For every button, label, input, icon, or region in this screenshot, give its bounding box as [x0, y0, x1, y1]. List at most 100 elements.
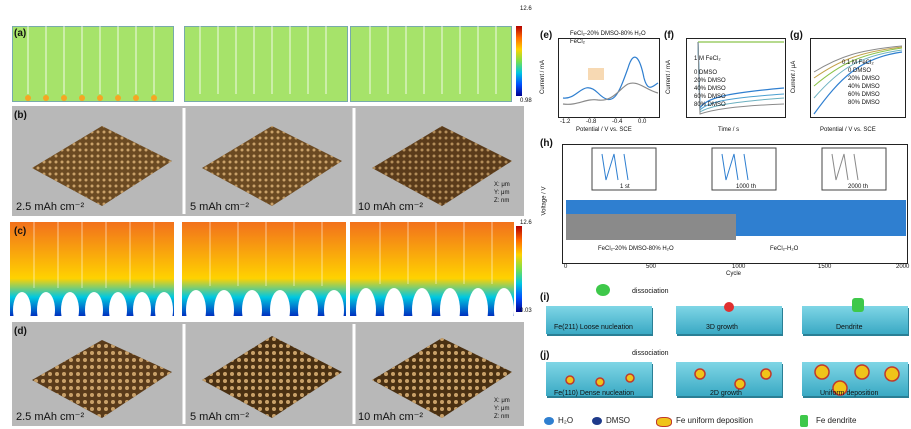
- panel-g-ylabel: Current / μA: [791, 60, 798, 94]
- panel-f-letter: (f): [664, 30, 674, 41]
- panel-h-legend-2: FeCl₂-H₂O: [770, 246, 799, 252]
- panel-h-xtick-3: 1000: [732, 264, 746, 270]
- panel-d-axis-z: Z: nm: [494, 414, 510, 420]
- panel-b-axis-y: Y: μm: [494, 190, 510, 196]
- h2o-molecule-icon: [544, 417, 554, 425]
- panel-b-axis-z: Z: nm: [494, 198, 510, 204]
- legend-h2o: H₂O: [558, 416, 574, 425]
- panel-e-legend-2: FeCl₂: [570, 39, 585, 45]
- panel-d-axis-y: Y: μm: [494, 406, 510, 412]
- fe-uniform-deposit-icon: [656, 417, 672, 427]
- panel-e-xtick-3: -0.4: [612, 119, 623, 125]
- panel-c: (c) 12.6 0.03: [8, 220, 532, 316]
- panel-d-surfaces: [32, 324, 512, 424]
- panel-e-ylabel: Current / mA: [540, 59, 547, 95]
- panel-c-field: [10, 222, 514, 316]
- panel-h-xtick-1: 0: [564, 264, 568, 270]
- panel-f-legend-3: 40% DMSO: [694, 86, 726, 92]
- panel-g-plot: [810, 38, 906, 118]
- panel-j-step-1: Fe(110) Dense nucleation: [554, 390, 635, 397]
- panel-d-caption-2: 5 mAh cm⁻²: [190, 411, 249, 423]
- panel-g-legend-4: 60% DMSO: [848, 92, 880, 98]
- panel-h-inset-2: 1000 th: [736, 184, 757, 190]
- panel-a-field-lines: [25, 26, 497, 101]
- panel-f-title: 1 M FeCl₂: [694, 56, 721, 62]
- panel-d-letter: (d): [14, 326, 27, 337]
- panel-j-step-3: Uniform deposition: [820, 390, 879, 397]
- panel-h-xtick-2: 500: [646, 264, 657, 270]
- panel-b-caption-1: 2.5 mAh cm⁻²: [16, 201, 85, 213]
- panel-i-step-2: 3D growth: [706, 324, 738, 331]
- panel-i-dissociation: dissociation: [632, 288, 669, 295]
- panel-a-strip-2: [184, 26, 348, 102]
- water-molecule-icon: [596, 284, 610, 296]
- panel-a: (a) 12.6 0.98: [8, 4, 532, 104]
- panel-i: (i) dissociation Fe(211) Loose nucleatio…: [540, 284, 910, 348]
- panel-e-xtick-2: -0.8: [586, 119, 597, 125]
- panel-b-caption-3: 10 mAh cm⁻²: [358, 201, 424, 213]
- panel-h-inset-3: 2000 th: [848, 184, 869, 190]
- panel-h-xtick-4: 1500: [818, 264, 832, 270]
- panel-b-caption-2: 5 mAh cm⁻²: [190, 201, 249, 213]
- panel-j-step-2: 2D growth: [710, 390, 742, 397]
- panel-d-caption-3: 10 mAh cm⁻²: [358, 411, 424, 423]
- panel-g-legend-3: 40% DMSO: [848, 84, 880, 90]
- panel-i-letter: (i): [540, 292, 550, 303]
- panel-f-plot: [686, 38, 786, 118]
- panel-g-xlabel: Potential / V vs. SCE: [820, 127, 876, 133]
- fe-cluster-icon: [724, 302, 734, 312]
- dmso-molecule-icon: [592, 417, 602, 425]
- panel-a-colorbar: [516, 26, 522, 96]
- panel-j-deposits: [565, 364, 900, 396]
- panel-h-legend-1: FeCl₂-20% DMSO-80% H₂O: [598, 246, 674, 252]
- panel-d-axis-x: X: μm: [494, 398, 510, 404]
- panel-f-legend-4: 60% DMSO: [694, 94, 726, 100]
- panel-a-colorbar-max: 12.6: [520, 6, 532, 12]
- panel-j-letter: (j): [540, 350, 550, 361]
- panel-b-surfaces: [32, 108, 512, 214]
- panel-h-ylabel: Voltage / V: [541, 186, 548, 216]
- panel-g-legend-2: 20% DMSO: [848, 76, 880, 82]
- panel-h-letter: (h): [540, 138, 553, 149]
- panel-d-caption-1: 2.5 mAh cm⁻²: [16, 411, 85, 423]
- panel-a-letter: (a): [14, 28, 27, 39]
- panel-h-inset-1: 1 st: [620, 184, 630, 190]
- panel-i-step-1: Fe(211) Loose nucleation: [554, 324, 633, 331]
- panel-j-dissociation: dissociation: [632, 350, 669, 357]
- panel-c-colorbar-min: 0.03: [520, 308, 532, 314]
- panel-h-xtick-5: 2000: [896, 264, 910, 270]
- panel-e-xlabel: Potential / V vs. SCE: [576, 127, 632, 133]
- panel-a-colorbar-min: 0.98: [520, 98, 532, 104]
- panel-e: (e) FeCl₂-20% DMSO-80% H₂O FeCl₂ Current…: [540, 30, 662, 136]
- panel-e-letter: (e): [540, 30, 553, 41]
- panel-f: (f) 1 M FeCl₂ 0 DMSO 20% DMSO 40% DMSO 6…: [664, 30, 788, 136]
- panel-b: (b) 2.5 mAh cm⁻² 5 mAh cm⁻² 10 mAh cm⁻² …: [12, 106, 524, 216]
- panel-g-title: 0.1 M FeCl₂: [842, 60, 874, 66]
- bottom-legend: H₂O DMSO Fe uniform deposition Fe dendri…: [544, 414, 910, 428]
- panel-g: (g) 0.1 M FeCl₂ 0 DMSO 20% DMSO 40% DMSO…: [790, 30, 908, 136]
- panel-i-step-3: Dendrite: [836, 324, 863, 331]
- panel-f-legend-1: 0 DMSO: [694, 70, 718, 76]
- panel-a-strip-3: [350, 26, 512, 102]
- panel-h: (h) 1 st 1000 th 2000 th FeCl₂-20% DMSO-…: [540, 138, 910, 280]
- fe-dendrite-legend-icon: [800, 415, 808, 427]
- panel-i-slab-1: [546, 306, 652, 334]
- panel-g-legend-1: 0 DMSO: [848, 68, 872, 74]
- panel-c-letter: (c): [14, 226, 27, 237]
- legend-dmso: DMSO: [606, 416, 630, 425]
- panel-e-legend-1: FeCl₂-20% DMSO-80% H₂O: [570, 31, 646, 37]
- panel-a-strip-1: [12, 26, 174, 102]
- legend-fe-dendrite: Fe dendrite: [816, 416, 857, 425]
- panel-c-colorbar: [516, 226, 522, 312]
- panel-d: (d) 2.5 mAh cm⁻² 5 mAh cm⁻² 10 mAh cm⁻² …: [12, 322, 524, 426]
- panel-f-legend-5: 80% DMSO: [694, 102, 726, 108]
- panel-g-legend-5: 80% DMSO: [848, 100, 880, 106]
- panel-e-xtick-4: 0.0: [638, 119, 647, 125]
- panel-f-xlabel: Time / s: [718, 127, 740, 133]
- panel-h-xlabel: Cycle: [726, 271, 742, 277]
- panel-b-axis-x: X: μm: [494, 182, 510, 188]
- fe-dendrite-icon: [852, 298, 864, 312]
- panel-c-colorbar-max: 12.6: [520, 220, 532, 226]
- panel-e-plot: [558, 38, 660, 118]
- panel-f-legend-2: 20% DMSO: [694, 78, 726, 84]
